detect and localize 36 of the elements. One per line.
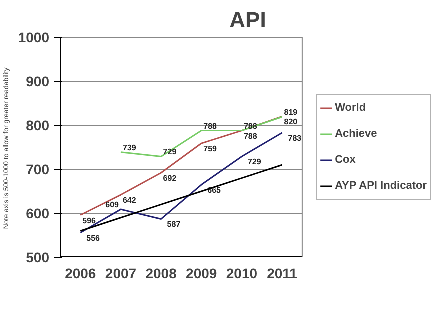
data-label: 739 bbox=[122, 143, 137, 152]
data-label: 609 bbox=[106, 200, 120, 210]
data-label: 783 bbox=[288, 134, 302, 143]
data-label: 596 bbox=[82, 216, 97, 226]
data-label: 820 bbox=[284, 118, 298, 127]
y-tick-label: 700 bbox=[26, 162, 50, 178]
legend-label: Cox bbox=[335, 154, 357, 166]
legend-label: AYP API Indicator bbox=[335, 180, 427, 192]
x-tick-label: 2008 bbox=[146, 266, 178, 282]
data-label: 587 bbox=[167, 220, 182, 230]
data-label: 759 bbox=[204, 144, 218, 154]
x-tick-label: 2010 bbox=[226, 266, 258, 282]
data-label: 788 bbox=[244, 122, 258, 131]
legend-label: World bbox=[335, 102, 368, 114]
data-label: 556 bbox=[86, 234, 101, 243]
line-series bbox=[80, 116, 284, 216]
data-label: 788 bbox=[244, 132, 258, 141]
data-label: 788 bbox=[204, 122, 218, 131]
data-label: 642 bbox=[122, 196, 137, 206]
y-tick-label: 600 bbox=[26, 206, 50, 222]
legend-label: Achieve bbox=[335, 128, 378, 140]
y-tick-label: 1000 bbox=[18, 30, 50, 46]
y-tick-label: 500 bbox=[26, 250, 50, 266]
y-tick-label: 800 bbox=[26, 118, 50, 134]
data-label: 692 bbox=[163, 174, 178, 184]
line-series bbox=[120, 116, 284, 158]
x-tick-label: 2006 bbox=[65, 266, 96, 282]
y-tick-label: 900 bbox=[26, 74, 50, 90]
chart-title: API bbox=[230, 8, 266, 32]
data-label: 729 bbox=[248, 158, 262, 167]
x-tick-label: 2009 bbox=[186, 266, 218, 282]
line-series bbox=[80, 164, 284, 232]
x-tick-label: 2007 bbox=[105, 266, 137, 282]
x-tick-label: 2011 bbox=[267, 266, 298, 282]
data-label: 819 bbox=[284, 108, 298, 118]
line-series bbox=[80, 132, 284, 234]
